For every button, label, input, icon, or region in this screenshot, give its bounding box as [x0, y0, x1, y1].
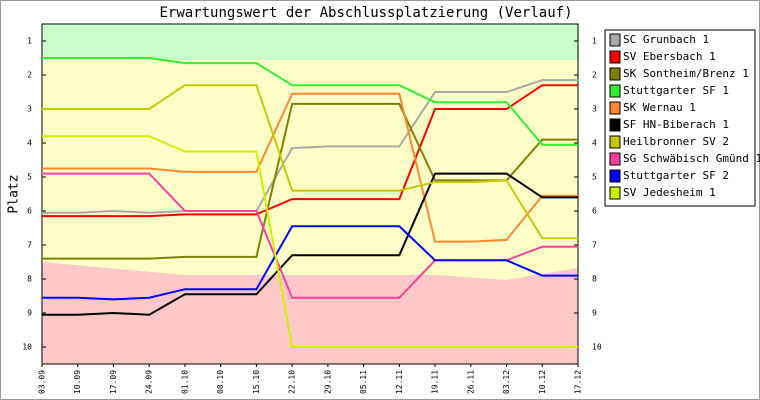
- chart-title: Erwartungswert der Abschlussplatzierung …: [159, 5, 572, 21]
- x-tick-label: 10.09: [73, 370, 82, 394]
- plot-border: [41, 23, 579, 365]
- y-tick-label: 4: [27, 139, 32, 148]
- series-line: [42, 79, 578, 214]
- legend-swatch: [609, 135, 621, 149]
- series-line: [42, 92, 578, 243]
- legend-label: SV Ebersbach 1: [623, 50, 716, 63]
- x-tick-label: 12.11: [395, 370, 404, 394]
- series-line: [42, 57, 578, 146]
- series-line: [42, 172, 578, 316]
- legend-label: SK Sontheim/Brenz 1: [623, 67, 749, 80]
- y-tick-label: 3: [27, 105, 32, 114]
- x-tick-label: 03.09: [38, 370, 47, 394]
- y-tick-label: 10: [22, 343, 32, 352]
- y-tick-label: 1: [592, 37, 597, 46]
- y-tick-label: 1: [27, 37, 32, 46]
- y-tick-label: 2: [27, 71, 32, 80]
- legend-label: Stuttgarter SF 1: [623, 84, 729, 97]
- x-tick-label: 03.12: [502, 370, 511, 394]
- promotion-zone: [42, 24, 578, 60]
- legend-label: SK Wernau 1: [623, 101, 696, 114]
- legend-label: Stuttgarter SF 2: [623, 169, 729, 182]
- series-line: [42, 135, 578, 348]
- y-tick-label: 3: [592, 105, 597, 114]
- x-tick-label: 17.09: [109, 370, 118, 394]
- legend-swatch: [609, 33, 621, 47]
- legend-swatch: [609, 101, 621, 115]
- legend-swatch: [609, 169, 621, 183]
- legend-swatch: [609, 152, 621, 166]
- x-tick-label: 17.12: [574, 370, 583, 394]
- y-tick-label: 9: [27, 309, 32, 318]
- legend: [604, 29, 756, 207]
- legend-swatch: [609, 118, 621, 132]
- legend-swatch: [609, 84, 621, 98]
- y-tick-label: 5: [27, 173, 32, 182]
- series-line: [42, 84, 578, 240]
- x-tick-label: 15.10: [252, 370, 261, 394]
- x-tick-label: 05.11: [359, 370, 368, 394]
- y-axis-label: Platz: [7, 174, 22, 213]
- y-tick-label: 8: [592, 275, 597, 284]
- x-tick-label: 10.12: [538, 370, 547, 394]
- x-tick-label: 26.11: [466, 370, 475, 394]
- y-tick-label: 9: [592, 309, 597, 318]
- x-tick-label: 22.10: [288, 370, 297, 394]
- y-tick-label: 8: [27, 275, 32, 284]
- y-tick-label: 6: [592, 207, 597, 216]
- legend-swatch: [609, 67, 621, 81]
- y-tick-label: 7: [27, 241, 32, 250]
- x-tick-label: 19.11: [431, 370, 440, 394]
- y-tick-label: 7: [592, 241, 597, 250]
- series-line: [42, 225, 578, 301]
- x-tick-label: 29.10: [323, 370, 332, 394]
- relegation-zone: [42, 262, 578, 364]
- x-tick-label: 24.09: [145, 370, 154, 394]
- legend-label: SF HN-Biberach 1: [623, 118, 729, 131]
- legend-label: SC Grunbach 1: [623, 33, 709, 46]
- series-line: [42, 84, 578, 218]
- x-tick-label: 01.10: [180, 370, 189, 394]
- y-tick-label: 5: [592, 173, 597, 182]
- y-tick-label: 6: [27, 207, 32, 216]
- legend-swatch: [609, 186, 621, 200]
- y-tick-label: 4: [592, 139, 597, 148]
- y-tick-label: 2: [592, 71, 597, 80]
- legend-label: SV Jedesheim 1: [623, 186, 716, 199]
- y-tick-label: 10: [592, 343, 602, 352]
- legend-swatch: [609, 50, 621, 64]
- legend-label: Heilbronner SV 2: [623, 135, 729, 148]
- legend-label: SG Schwäbisch Gmünd 1: [623, 152, 760, 165]
- x-tick-label: 08.10: [216, 370, 225, 394]
